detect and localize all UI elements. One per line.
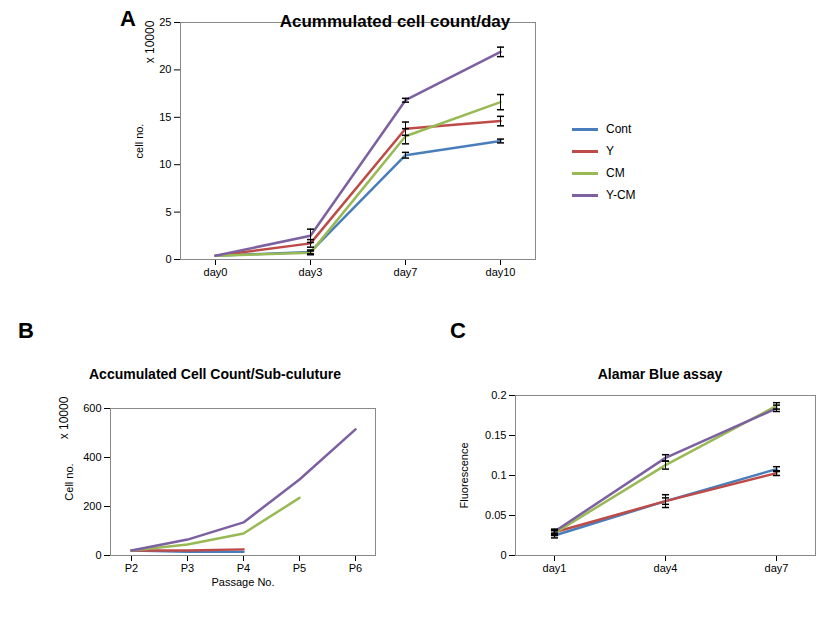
html-text:Y: Y: [606, 144, 614, 158]
html-text:Alamar Blue assay: Alamar Blue assay: [597, 366, 723, 382]
svg-text:day4: day4: [654, 562, 678, 574]
svg-text:P4: P4: [237, 562, 250, 574]
html-text:x 10000: x 10000: [57, 396, 71, 440]
html-text:CM: CM: [606, 166, 625, 180]
svg-text:P6: P6: [349, 562, 362, 574]
svg-text:0.05: 0.05: [485, 509, 506, 521]
svg-text:400: 400: [83, 451, 101, 463]
svg-text:day10: day10: [486, 266, 516, 278]
html-text:Acummulated cell count/day: Acummulated cell count/day: [279, 12, 511, 31]
svg-text:0: 0: [500, 549, 506, 561]
svg-text:25: 25: [159, 16, 171, 28]
svg-text:20: 20: [159, 63, 171, 75]
svg-text:0.2: 0.2: [491, 389, 506, 401]
svg-text:600: 600: [83, 402, 101, 414]
svg-text:200: 200: [83, 500, 101, 512]
svg-text:day0: day0: [204, 266, 228, 278]
svg-text:day3: day3: [299, 266, 323, 278]
svg-text:15: 15: [159, 111, 171, 123]
svg-text:day7: day7: [765, 562, 789, 574]
html-text:Accumulated Cell Count/Sub-cul: Accumulated Cell Count/Sub-culuture: [89, 366, 341, 382]
html-text:Cont: Cont: [606, 122, 632, 136]
svg-text:Fluorescence: Fluorescence: [458, 442, 470, 508]
html-text:A: A: [120, 6, 136, 31]
html-text:x 10000: x 10000: [143, 20, 157, 64]
svg-text:P5: P5: [293, 562, 306, 574]
svg-text:Passage No.: Passage No.: [212, 576, 275, 588]
svg-text:Cell no.: Cell no.: [63, 463, 75, 500]
svg-text:P3: P3: [181, 562, 194, 574]
svg-text:day7: day7: [394, 266, 418, 278]
svg-text:0: 0: [95, 549, 101, 561]
svg-text:day1: day1: [543, 562, 567, 574]
svg-text:10: 10: [159, 158, 171, 170]
svg-text:5: 5: [165, 206, 171, 218]
svg-text:0: 0: [165, 253, 171, 265]
html-text:C: C: [450, 318, 466, 343]
html-text:B: B: [18, 318, 34, 343]
svg-text:cell no.: cell no.: [133, 124, 145, 159]
svg-text:P2: P2: [125, 562, 138, 574]
html-text:Y-CM: Y-CM: [606, 188, 636, 202]
svg-text:0.15: 0.15: [485, 429, 506, 441]
svg-text:0.1: 0.1: [491, 469, 506, 481]
